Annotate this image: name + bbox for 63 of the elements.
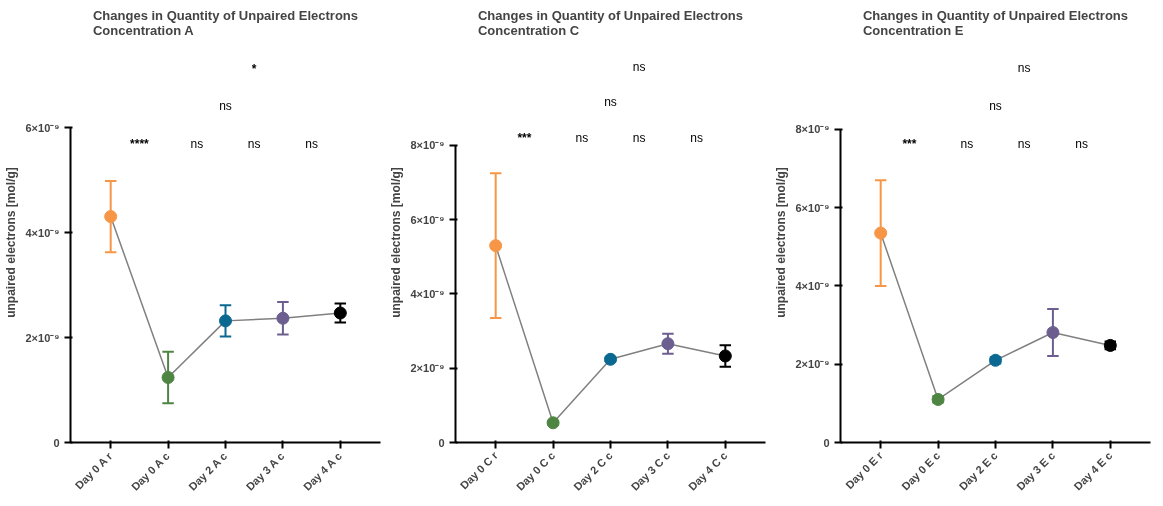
y-tick-label: 6×10⁻⁹ — [410, 213, 445, 226]
x-tick-label: Day 2 A c — [186, 449, 230, 493]
y-tick-label: 6×10⁻⁹ — [795, 201, 830, 214]
y-tick-label: 4×10⁻⁹ — [795, 279, 830, 292]
annotation: ns — [1075, 136, 1088, 151]
point — [276, 311, 290, 325]
y-axis-title: unpaired electrons [mol/g] — [388, 167, 403, 318]
chart-title: Changes in Quantity of Unpaired Electrons Concentration C — [477, 7, 744, 38]
y-tick-label: 2×10⁻⁹ — [410, 362, 445, 375]
text: ns — [604, 95, 617, 110]
annotation: ns — [1017, 136, 1031, 151]
x-tick-label: Day 4 A c — [301, 449, 344, 493]
x-tick-label: Day 0 E r — [843, 448, 886, 492]
y-axis-title: unpaired electrons [mol/g] — [3, 167, 18, 318]
text: ns — [575, 131, 589, 146]
y-tick-label: 0 — [823, 436, 830, 449]
x-tick-label: Day 3 C c — [628, 449, 673, 493]
text: ns — [632, 59, 646, 74]
point — [1046, 326, 1060, 340]
x-tick-label: Day 2 C c — [571, 449, 615, 493]
annotation: ns — [960, 136, 974, 151]
y-tick-label: 0 — [438, 436, 445, 449]
point — [219, 314, 232, 328]
text: ns — [989, 98, 1002, 113]
chart-title: Changes in Quantity of Unpaired Electrons Concentration A — [92, 7, 359, 38]
text: ns — [690, 131, 703, 146]
text: * — [251, 61, 257, 76]
annotation: ns — [305, 137, 318, 152]
chart-title: Changes in Quantity of Unpaired Electrons Concentration E — [862, 7, 1129, 38]
annotation: ns — [190, 137, 204, 152]
y-tick-label: 0 — [53, 436, 60, 449]
x-tick-label: Day 3 E c — [1014, 449, 1058, 493]
point — [718, 349, 732, 363]
x-tick-label: Day 4 E c — [1071, 449, 1115, 493]
text: ns — [219, 99, 232, 114]
point — [661, 337, 675, 351]
point — [489, 239, 503, 253]
point — [104, 210, 118, 224]
y-tick-label: 4×10⁻⁹ — [410, 287, 445, 300]
y-tick-label: 4×10⁻⁹ — [25, 226, 60, 239]
x-tick-label: Day 0 A c — [128, 449, 172, 493]
point — [333, 306, 347, 320]
point — [874, 226, 888, 240]
y-tick-label: 2×10⁻⁹ — [795, 358, 830, 371]
text: ns — [632, 131, 646, 146]
annotation: ns — [247, 137, 261, 152]
x-tick-label: Day 2 E c — [956, 449, 1000, 493]
x-tick-label: Day 4 C c — [686, 449, 730, 493]
y-tick-label: 8×10⁻⁹ — [795, 123, 830, 136]
x-tick-label: Day 3 A c — [243, 449, 287, 493]
y-tick-label: 6×10⁻⁹ — [25, 121, 60, 134]
annotation: *** — [902, 136, 917, 151]
y-tick-label: 8×10⁻⁹ — [410, 139, 445, 152]
x-tick-label: Day 0 E c — [899, 449, 943, 493]
y-tick-label: 2×10⁻⁹ — [25, 331, 60, 344]
text: *** — [517, 131, 532, 146]
annotation: **** — [130, 137, 150, 152]
y-axis-title: unpaired electrons [mol/g] — [773, 167, 788, 318]
point — [161, 371, 175, 384]
x-tick-label: Day 0 C r — [457, 448, 501, 492]
x-tick-label: Day 0 C c — [513, 449, 558, 493]
text: ns — [1017, 61, 1031, 76]
x-tick-label: Day 0 A r — [72, 449, 115, 492]
